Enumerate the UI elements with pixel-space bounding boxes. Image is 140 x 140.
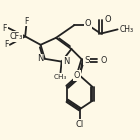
Text: CH₃: CH₃	[53, 74, 67, 80]
Text: O: O	[104, 15, 111, 24]
Text: O: O	[85, 19, 92, 28]
Text: F: F	[4, 40, 8, 49]
Text: F: F	[24, 17, 29, 25]
Text: F: F	[3, 24, 7, 32]
Text: Cl: Cl	[76, 120, 84, 129]
Text: O: O	[100, 56, 107, 65]
Text: O: O	[74, 71, 80, 80]
Text: CF₃: CF₃	[9, 32, 22, 41]
Text: S: S	[84, 56, 89, 65]
Text: CH₃: CH₃	[120, 25, 134, 34]
Text: N: N	[37, 54, 43, 63]
Text: N: N	[63, 57, 69, 66]
